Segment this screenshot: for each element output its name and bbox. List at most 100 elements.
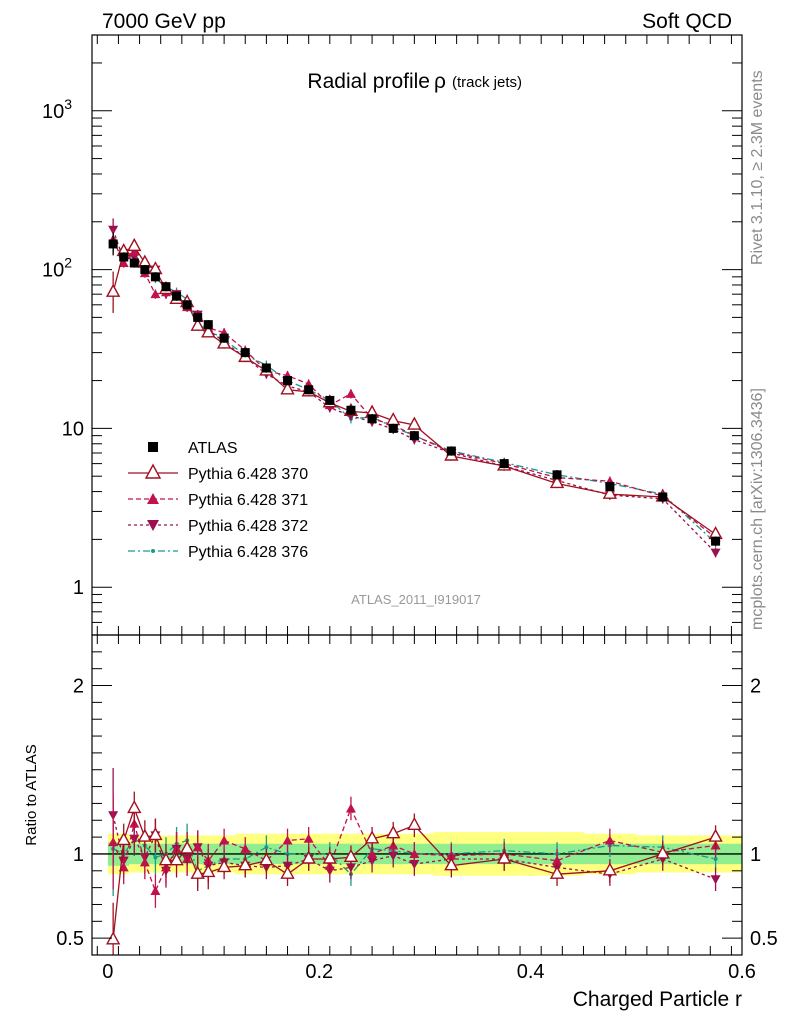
ratio-point — [303, 833, 314, 843]
ratio-y-tick-label-left: 1 — [73, 844, 84, 866]
ratio-point — [153, 855, 158, 860]
data-point — [118, 258, 129, 268]
data-point — [280, 381, 295, 395]
y-tick-label: 102 — [42, 255, 72, 282]
ratio-point — [238, 857, 253, 871]
ratio-point — [409, 848, 420, 858]
ratio-y-tick-label-right: 1 — [750, 844, 761, 866]
data-point — [367, 414, 377, 424]
data-point — [658, 492, 668, 502]
ratio-point — [386, 825, 401, 839]
data-point — [148, 261, 163, 275]
ratio-point — [444, 857, 459, 871]
ratio-point — [240, 843, 251, 853]
data-point — [105, 283, 121, 297]
analysis-watermark: ATLAS_2011_I919017 — [351, 592, 481, 607]
data-point — [201, 324, 216, 338]
ratio-point — [552, 855, 563, 865]
x-tick-label: 0 — [102, 961, 113, 983]
ratio-y-tick-label-right: 0.5 — [750, 928, 778, 950]
legend-marker — [148, 442, 158, 452]
ratio-y-tick-label-left: 0.5 — [56, 928, 84, 950]
legend-marker — [144, 463, 162, 479]
x-tick-label: 0.4 — [517, 961, 545, 983]
ratio-point — [158, 852, 174, 866]
data-point — [549, 474, 565, 489]
ratio-point — [150, 886, 161, 895]
data-point — [711, 536, 721, 546]
data-point — [182, 300, 192, 310]
data-point — [108, 239, 118, 249]
legend: ATLAS Pythia 6.428 370 Pythia 6.428 371 Pyt… — [128, 440, 308, 561]
data-point — [710, 548, 721, 558]
ratio-panel: 0 0.2 0.4 0.6 0.5 0.5 1 1 2 2 Ratio to ATLAS — [23, 634, 778, 983]
header-left: 7000 GeV pp — [102, 10, 226, 33]
data-point — [605, 482, 615, 492]
ratio-point — [192, 842, 203, 852]
ratio-point — [604, 835, 615, 845]
ratio-point — [708, 828, 723, 842]
ratio-frame — [91, 634, 743, 956]
legend-label: Pythia 6.428 372 — [188, 518, 308, 535]
legend-marker — [147, 493, 159, 504]
main-axes-layer: 1 10 102 103 — [42, 34, 742, 636]
data-point — [283, 376, 293, 386]
ratio-point — [322, 850, 337, 864]
data-point — [346, 405, 356, 415]
ratio-point — [602, 862, 618, 876]
x-axis-label: Charged Particle r — [573, 988, 742, 1011]
data-point — [345, 388, 356, 398]
y-tick-label: 103 — [42, 96, 72, 123]
rivet-version-label: Rivet 3.1.10, ≥ 2.3M events — [749, 70, 766, 265]
header-right: Soft QCD — [642, 10, 732, 33]
y-tick-label: 10 — [62, 418, 84, 440]
ratio-point — [407, 816, 422, 831]
data-point — [388, 423, 398, 433]
data-point — [409, 431, 419, 441]
x-tick-label: 0.6 — [728, 961, 756, 983]
ratio-point — [169, 852, 184, 866]
legend-label: Pythia 6.428 371 — [188, 492, 308, 509]
ratio-point — [710, 875, 721, 885]
ratio-point — [127, 800, 142, 814]
main-data-layer — [105, 218, 723, 558]
y-tick-label: 1 — [73, 577, 84, 599]
chart-title-suffix: (track jets) — [452, 74, 522, 91]
data-point — [325, 395, 335, 405]
ratio-point — [139, 857, 150, 867]
ratio-point — [108, 837, 119, 847]
ratio-point — [713, 857, 718, 861]
ratio-point — [343, 848, 359, 863]
legend-label: ATLAS — [188, 440, 238, 457]
ratio-point — [179, 840, 195, 854]
data-point — [552, 470, 562, 480]
ratio-point — [216, 858, 232, 873]
legend-label: Pythia 6.428 370 — [188, 466, 308, 483]
chart-title-symbol: ρ — [434, 70, 446, 93]
data-point — [161, 282, 171, 292]
ratio-axes-layer: 0 0.2 0.4 0.6 0.5 0.5 1 1 2 2 — [56, 635, 778, 983]
ratio-point — [655, 845, 670, 859]
ratio-point — [201, 864, 216, 878]
ratio-point — [219, 835, 230, 845]
ratio-y-tick-label-left: 2 — [73, 676, 84, 698]
ratio-point — [137, 828, 153, 842]
legend-marker — [147, 520, 159, 531]
ratio-point — [364, 830, 380, 844]
ratio-point — [497, 850, 512, 864]
data-point — [446, 446, 456, 456]
data-point — [261, 363, 271, 373]
ratio-y-tick-label-right: 2 — [750, 676, 761, 698]
data-point — [127, 237, 142, 252]
ratio-point — [282, 835, 293, 845]
ratio-point — [301, 850, 316, 864]
ratio-point — [264, 845, 269, 850]
ratio-line-pythia-6.428-371 — [112, 806, 716, 893]
ratio-point — [116, 832, 131, 846]
ratio-point — [280, 865, 295, 879]
x-tick-label: 0.2 — [305, 961, 333, 983]
data-point — [407, 416, 422, 430]
data-point — [150, 289, 161, 299]
